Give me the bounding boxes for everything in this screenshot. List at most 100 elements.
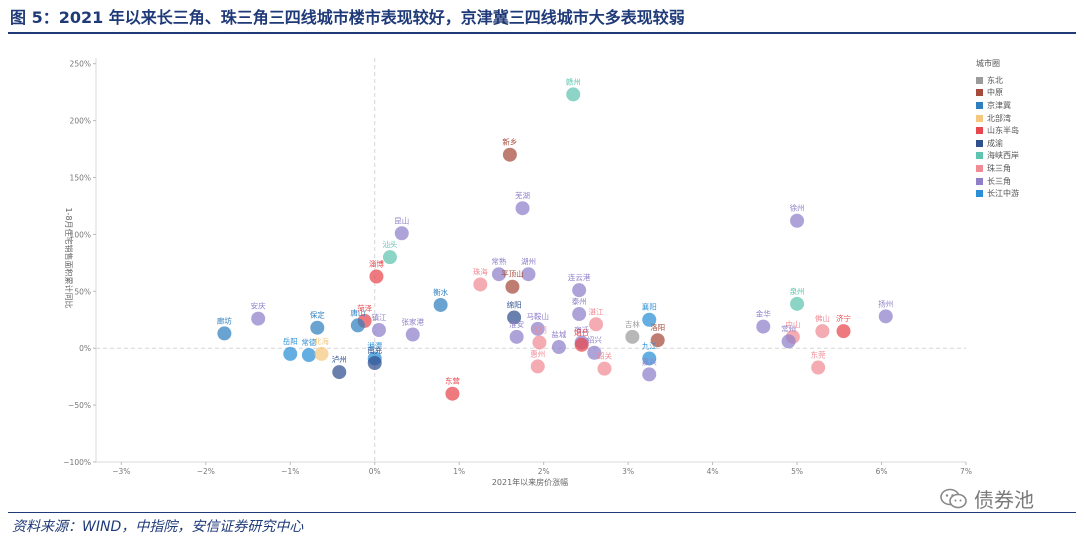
x-tick-label: 4% bbox=[707, 467, 719, 476]
data-point-label: 张家港 bbox=[401, 317, 424, 327]
data-point bbox=[367, 355, 382, 370]
legend-item: 中原 bbox=[976, 87, 1019, 100]
data-point-label: 淄博 bbox=[369, 259, 384, 269]
data-point bbox=[756, 319, 771, 334]
y-tick-label: 50% bbox=[74, 287, 91, 296]
data-point-label: 洛阳 bbox=[650, 322, 665, 332]
data-point-label: 新乡 bbox=[502, 137, 517, 147]
data-point bbox=[521, 267, 536, 282]
x-tick-label: 1% bbox=[453, 467, 465, 476]
data-point bbox=[597, 361, 612, 376]
data-point bbox=[505, 279, 520, 294]
x-axis-label: 2021年以来房价涨幅 bbox=[492, 477, 568, 487]
data-point-label: 吉林 bbox=[625, 319, 640, 329]
data-point-label: 昆山 bbox=[394, 215, 409, 225]
data-point-label: 惠州 bbox=[530, 348, 545, 358]
data-point-label: 连云港 bbox=[568, 272, 591, 282]
data-point-label: 常德 bbox=[301, 337, 316, 347]
data-point bbox=[332, 365, 347, 380]
legend-label: 珠三角 bbox=[987, 163, 1011, 173]
data-point-label: 盐城 bbox=[551, 329, 566, 339]
legend-swatch bbox=[976, 190, 983, 198]
legend-swatch bbox=[976, 177, 983, 185]
data-point bbox=[509, 329, 524, 344]
y-tick-label: −100% bbox=[63, 458, 91, 467]
data-point-label: 济宁 bbox=[836, 313, 851, 323]
data-point-label: 湖州 bbox=[521, 257, 536, 266]
data-point bbox=[445, 386, 460, 401]
data-point bbox=[371, 322, 386, 337]
source-note: 资料来源：WIND，中指院，安信证券研究中心 bbox=[12, 519, 304, 535]
data-point bbox=[587, 345, 602, 360]
data-point bbox=[473, 277, 488, 292]
data-point-label: 中山 bbox=[785, 319, 800, 329]
data-point-label: 平顶山 bbox=[501, 269, 524, 279]
data-point bbox=[790, 296, 805, 311]
y-tick-label: 150% bbox=[70, 173, 91, 182]
y-tick-label: 100% bbox=[70, 230, 91, 239]
data-point-label: 湛江 bbox=[589, 307, 604, 316]
data-point-label: 襄阳 bbox=[642, 302, 657, 312]
data-point bbox=[878, 309, 893, 324]
data-point-label: 金华 bbox=[756, 309, 771, 319]
data-point-label: 泸州 bbox=[332, 354, 347, 364]
data-point-label: 常州 bbox=[781, 324, 796, 333]
legend-label: 长江中游 bbox=[987, 189, 1019, 199]
data-point bbox=[394, 226, 409, 241]
x-tick-label: 3% bbox=[622, 467, 634, 476]
data-point bbox=[790, 213, 805, 228]
data-point-label: 衡水 bbox=[433, 287, 448, 297]
legend-swatch bbox=[976, 139, 983, 147]
legend-swatch bbox=[976, 164, 983, 172]
data-point-label: 赣州 bbox=[566, 76, 581, 86]
data-point bbox=[530, 359, 545, 374]
source-rule bbox=[8, 512, 1076, 513]
y-tick-label: −50% bbox=[68, 401, 91, 410]
data-point-label: 岳阳 bbox=[283, 336, 298, 346]
legend-item: 长三角 bbox=[976, 175, 1019, 188]
legend-label: 长三角 bbox=[987, 176, 1011, 186]
y-tick-label: 200% bbox=[70, 117, 91, 126]
data-point-label: 淮安 bbox=[509, 319, 524, 329]
legend: 城市圈 东北 中原 京津冀 北部湾 山东半岛 成渝 海峡西岸 珠三角 长三角 长江中游 bbox=[976, 58, 1019, 200]
data-point bbox=[530, 321, 545, 336]
legend-item: 珠三角 bbox=[976, 162, 1019, 175]
data-point-label: 汕头 bbox=[382, 239, 397, 249]
data-point bbox=[572, 283, 587, 298]
data-point bbox=[532, 335, 547, 350]
data-point bbox=[502, 147, 517, 162]
data-point bbox=[781, 334, 796, 349]
data-point-label: 东营 bbox=[445, 376, 460, 386]
data-point bbox=[625, 329, 640, 344]
data-point bbox=[811, 360, 826, 375]
data-point-label: 北海 bbox=[314, 336, 329, 346]
title-rule bbox=[8, 32, 1076, 34]
data-point bbox=[382, 250, 397, 265]
legend-swatch bbox=[976, 127, 983, 135]
legend-swatch bbox=[976, 152, 983, 160]
data-point bbox=[217, 326, 232, 341]
data-point-label: 泰州 bbox=[572, 296, 587, 306]
wechat-icon bbox=[940, 488, 967, 508]
x-tick-label: −3% bbox=[112, 467, 130, 476]
legend-label: 成渝 bbox=[987, 138, 1003, 148]
data-point bbox=[551, 340, 566, 355]
data-point bbox=[642, 351, 657, 366]
data-point-label: 韶关 bbox=[597, 351, 612, 361]
data-point bbox=[572, 307, 587, 322]
legend-item: 成渝 bbox=[976, 137, 1019, 150]
legend-swatch bbox=[976, 114, 983, 122]
data-point bbox=[642, 367, 657, 382]
data-point bbox=[369, 269, 384, 284]
legend-item: 长江中游 bbox=[976, 187, 1019, 200]
data-point bbox=[310, 320, 325, 335]
legend-swatch bbox=[976, 76, 983, 84]
data-point-label: 南充 bbox=[367, 345, 382, 355]
grid-layer bbox=[96, 58, 966, 462]
data-point-label: 佛山 bbox=[815, 313, 830, 323]
data-point-label: 马鞍山 bbox=[527, 311, 550, 321]
data-point-label: 芜湖 bbox=[515, 190, 530, 200]
legend-item: 山东半岛 bbox=[976, 124, 1019, 137]
